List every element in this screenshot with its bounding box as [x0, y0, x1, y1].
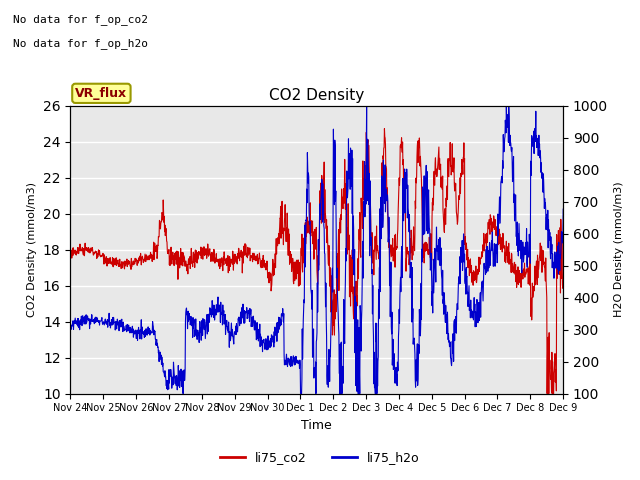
X-axis label: Time: Time [301, 419, 332, 432]
li75_co2 [164, 250, 172, 255]
li75_co2 [176, 261, 184, 267]
li75_co2 [501, 259, 509, 264]
li75_h2o [176, 368, 184, 373]
li75_co2 [543, 391, 551, 396]
li75_h2o [394, 359, 401, 365]
Text: No data for f_op_h2o: No data for f_op_h2o [13, 38, 148, 49]
Y-axis label: CO2 Density (mmol/m3): CO2 Density (mmol/m3) [28, 182, 37, 317]
li75_h2o [164, 377, 172, 383]
li75_h2o [67, 321, 74, 327]
li75_h2o [559, 206, 567, 212]
li75_h2o [232, 331, 239, 337]
li75_co2 [393, 245, 401, 251]
li75_h2o [502, 118, 509, 123]
li75_co2 [381, 126, 388, 132]
li75_h2o [363, 103, 371, 108]
Y-axis label: H2O Density (mmol/m3): H2O Density (mmol/m3) [614, 182, 623, 317]
Text: No data for f_op_co2: No data for f_op_co2 [13, 14, 148, 25]
Line: li75_co2: li75_co2 [70, 129, 563, 394]
li75_h2o [458, 259, 466, 265]
li75_h2o [179, 391, 187, 396]
Title: CO2 Density: CO2 Density [269, 88, 364, 103]
li75_co2 [67, 250, 74, 255]
Text: VR_flux: VR_flux [76, 87, 127, 100]
li75_co2 [559, 283, 567, 288]
li75_co2 [231, 252, 239, 257]
Line: li75_h2o: li75_h2o [70, 106, 563, 394]
Legend: li75_co2, li75_h2o: li75_co2, li75_h2o [215, 446, 425, 469]
li75_co2 [458, 173, 465, 179]
